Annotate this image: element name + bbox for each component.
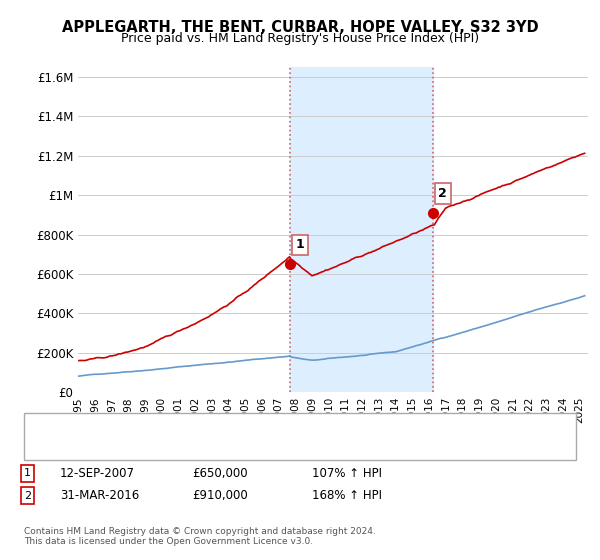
Text: £910,000: £910,000 [192, 489, 248, 502]
Text: —: — [39, 414, 57, 432]
Text: 12-SEP-2007: 12-SEP-2007 [60, 466, 135, 480]
Text: Price paid vs. HM Land Registry's House Price Index (HPI): Price paid vs. HM Land Registry's House … [121, 32, 479, 45]
Text: HPI: Average price, detached house, Derbyshire Dales: HPI: Average price, detached house, Derb… [63, 445, 346, 455]
Text: 1: 1 [24, 468, 31, 478]
Text: Contains HM Land Registry data © Crown copyright and database right 2024.
This d: Contains HM Land Registry data © Crown c… [24, 526, 376, 546]
Text: 168% ↑ HPI: 168% ↑ HPI [312, 489, 382, 502]
Text: APPLEGARTH, THE BENT, CURBAR, HOPE VALLEY, S32 3YD (detached house): APPLEGARTH, THE BENT, CURBAR, HOPE VALLE… [63, 418, 461, 428]
Text: APPLEGARTH, THE BENT, CURBAR, HOPE VALLEY, S32 3YD: APPLEGARTH, THE BENT, CURBAR, HOPE VALLE… [62, 20, 538, 35]
Bar [290, 67, 433, 392]
Text: 1: 1 [295, 239, 304, 251]
Text: 2: 2 [24, 491, 31, 501]
Text: 107% ↑ HPI: 107% ↑ HPI [312, 466, 382, 480]
Text: 2: 2 [439, 187, 447, 200]
Text: —: — [39, 441, 57, 459]
Text: 31-MAR-2016: 31-MAR-2016 [60, 489, 139, 502]
Text: £650,000: £650,000 [192, 466, 248, 480]
